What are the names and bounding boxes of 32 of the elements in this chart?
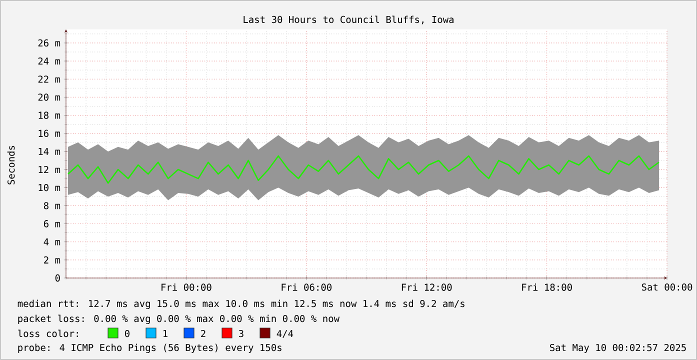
y-tick-label: 14 m [38,148,60,155]
legend-label: 4/4 [276,330,294,338]
y-tick-label: 6 m [44,220,60,228]
y-tick-label: 0 [55,274,60,282]
y-tick-label: 12 m [38,166,60,174]
y-tick-label: 16 m [38,130,60,137]
y-tick-label: 4 m [44,238,60,246]
text: median rtt: 12.7 ms avg 15.0 ms max 10.0 ms min 12.5 ms now 1.4 ms sd 9.2 am/s [18,300,464,310]
legend-label: 2 [201,330,206,337]
y-tick-label: 8 m [44,202,60,210]
x-tick-label: Fri 18:00 [522,283,572,291]
y-tick-label: 10 m [38,184,60,192]
legend-label: 1 [164,330,168,337]
y-tick-label: 2 m [44,256,60,264]
chart-title: Last 30 Hours to Council Bluffs, Iowa [244,16,454,24]
y-tick-label: 22 m [38,76,60,83]
line-series [67,155,660,184]
legend-label: 3 [239,330,244,338]
legend-title: loss color: [18,330,78,338]
text: probe: 4 ICMP Echo Pings (56 Bytes) every 150s [18,344,282,354]
x-tick-label: Fri 00:00 [162,283,212,291]
x-tick-label: Fri 12:00 [402,283,452,291]
x-tick-label: Sat 00:00 [642,283,692,291]
y-tick-label: 26 m [38,39,60,47]
x-tick-label: Fri 06:00 [282,283,332,291]
y-axis-title: Seconds [7,146,15,184]
y-tick-label: 20 m [38,94,60,101]
legend-label: 0 [124,330,130,338]
text: Sat May 10 00:02:57 2025 [550,344,686,353]
y-tick-label: 18 m [38,112,60,119]
y-tick-label: 24 m [38,58,60,65]
text: packet loss: 0.00 % avg 0.00 % max 0.00 % min 0.00 % now [18,314,340,324]
